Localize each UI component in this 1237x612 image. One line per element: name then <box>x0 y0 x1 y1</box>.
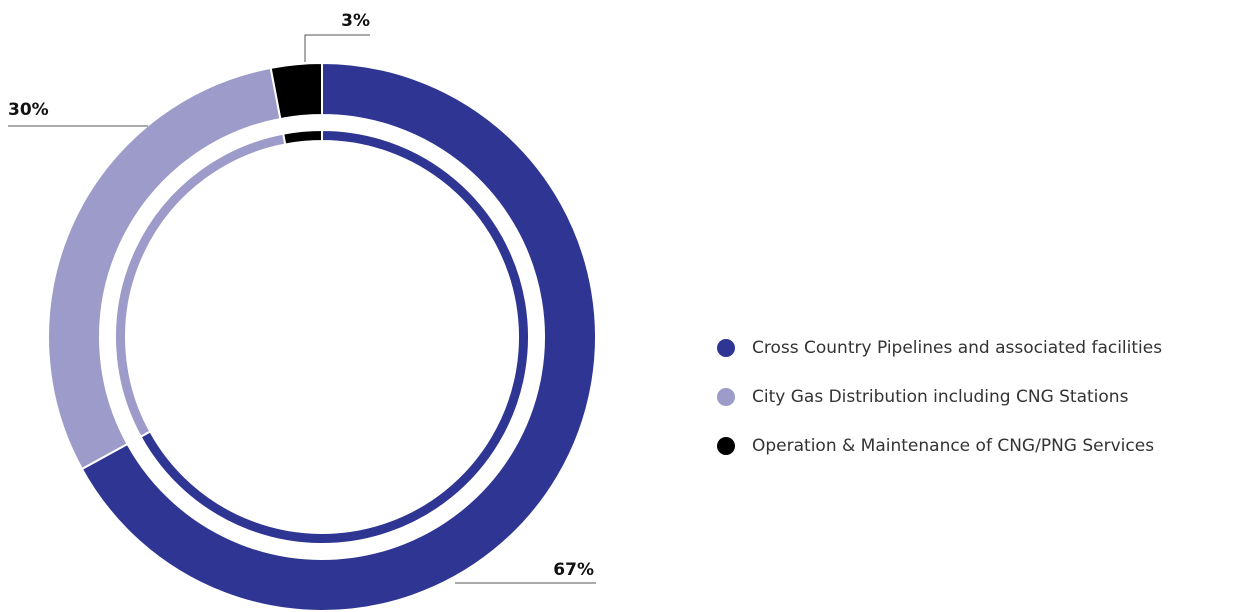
donut-segment <box>269 61 323 121</box>
legend-label: City Gas Distribution including CNG Stat… <box>752 387 1129 407</box>
donut-segment <box>80 61 597 612</box>
legend-label: Operation & Maintenance of CNG/PNG Servi… <box>752 436 1154 456</box>
donut-segment <box>47 66 282 471</box>
value-label: 30% <box>8 100 49 120</box>
legend-marker <box>717 388 735 406</box>
legend-marker <box>717 437 735 455</box>
inner-ring-segment <box>139 128 530 545</box>
legend-marker <box>717 339 735 357</box>
leader-line <box>304 34 370 62</box>
inner-ring-segment <box>282 128 323 146</box>
value-label: 67% <box>553 560 594 580</box>
value-label: 3% <box>341 11 370 31</box>
legend-label: Cross Country Pipelines and associated f… <box>752 338 1162 358</box>
